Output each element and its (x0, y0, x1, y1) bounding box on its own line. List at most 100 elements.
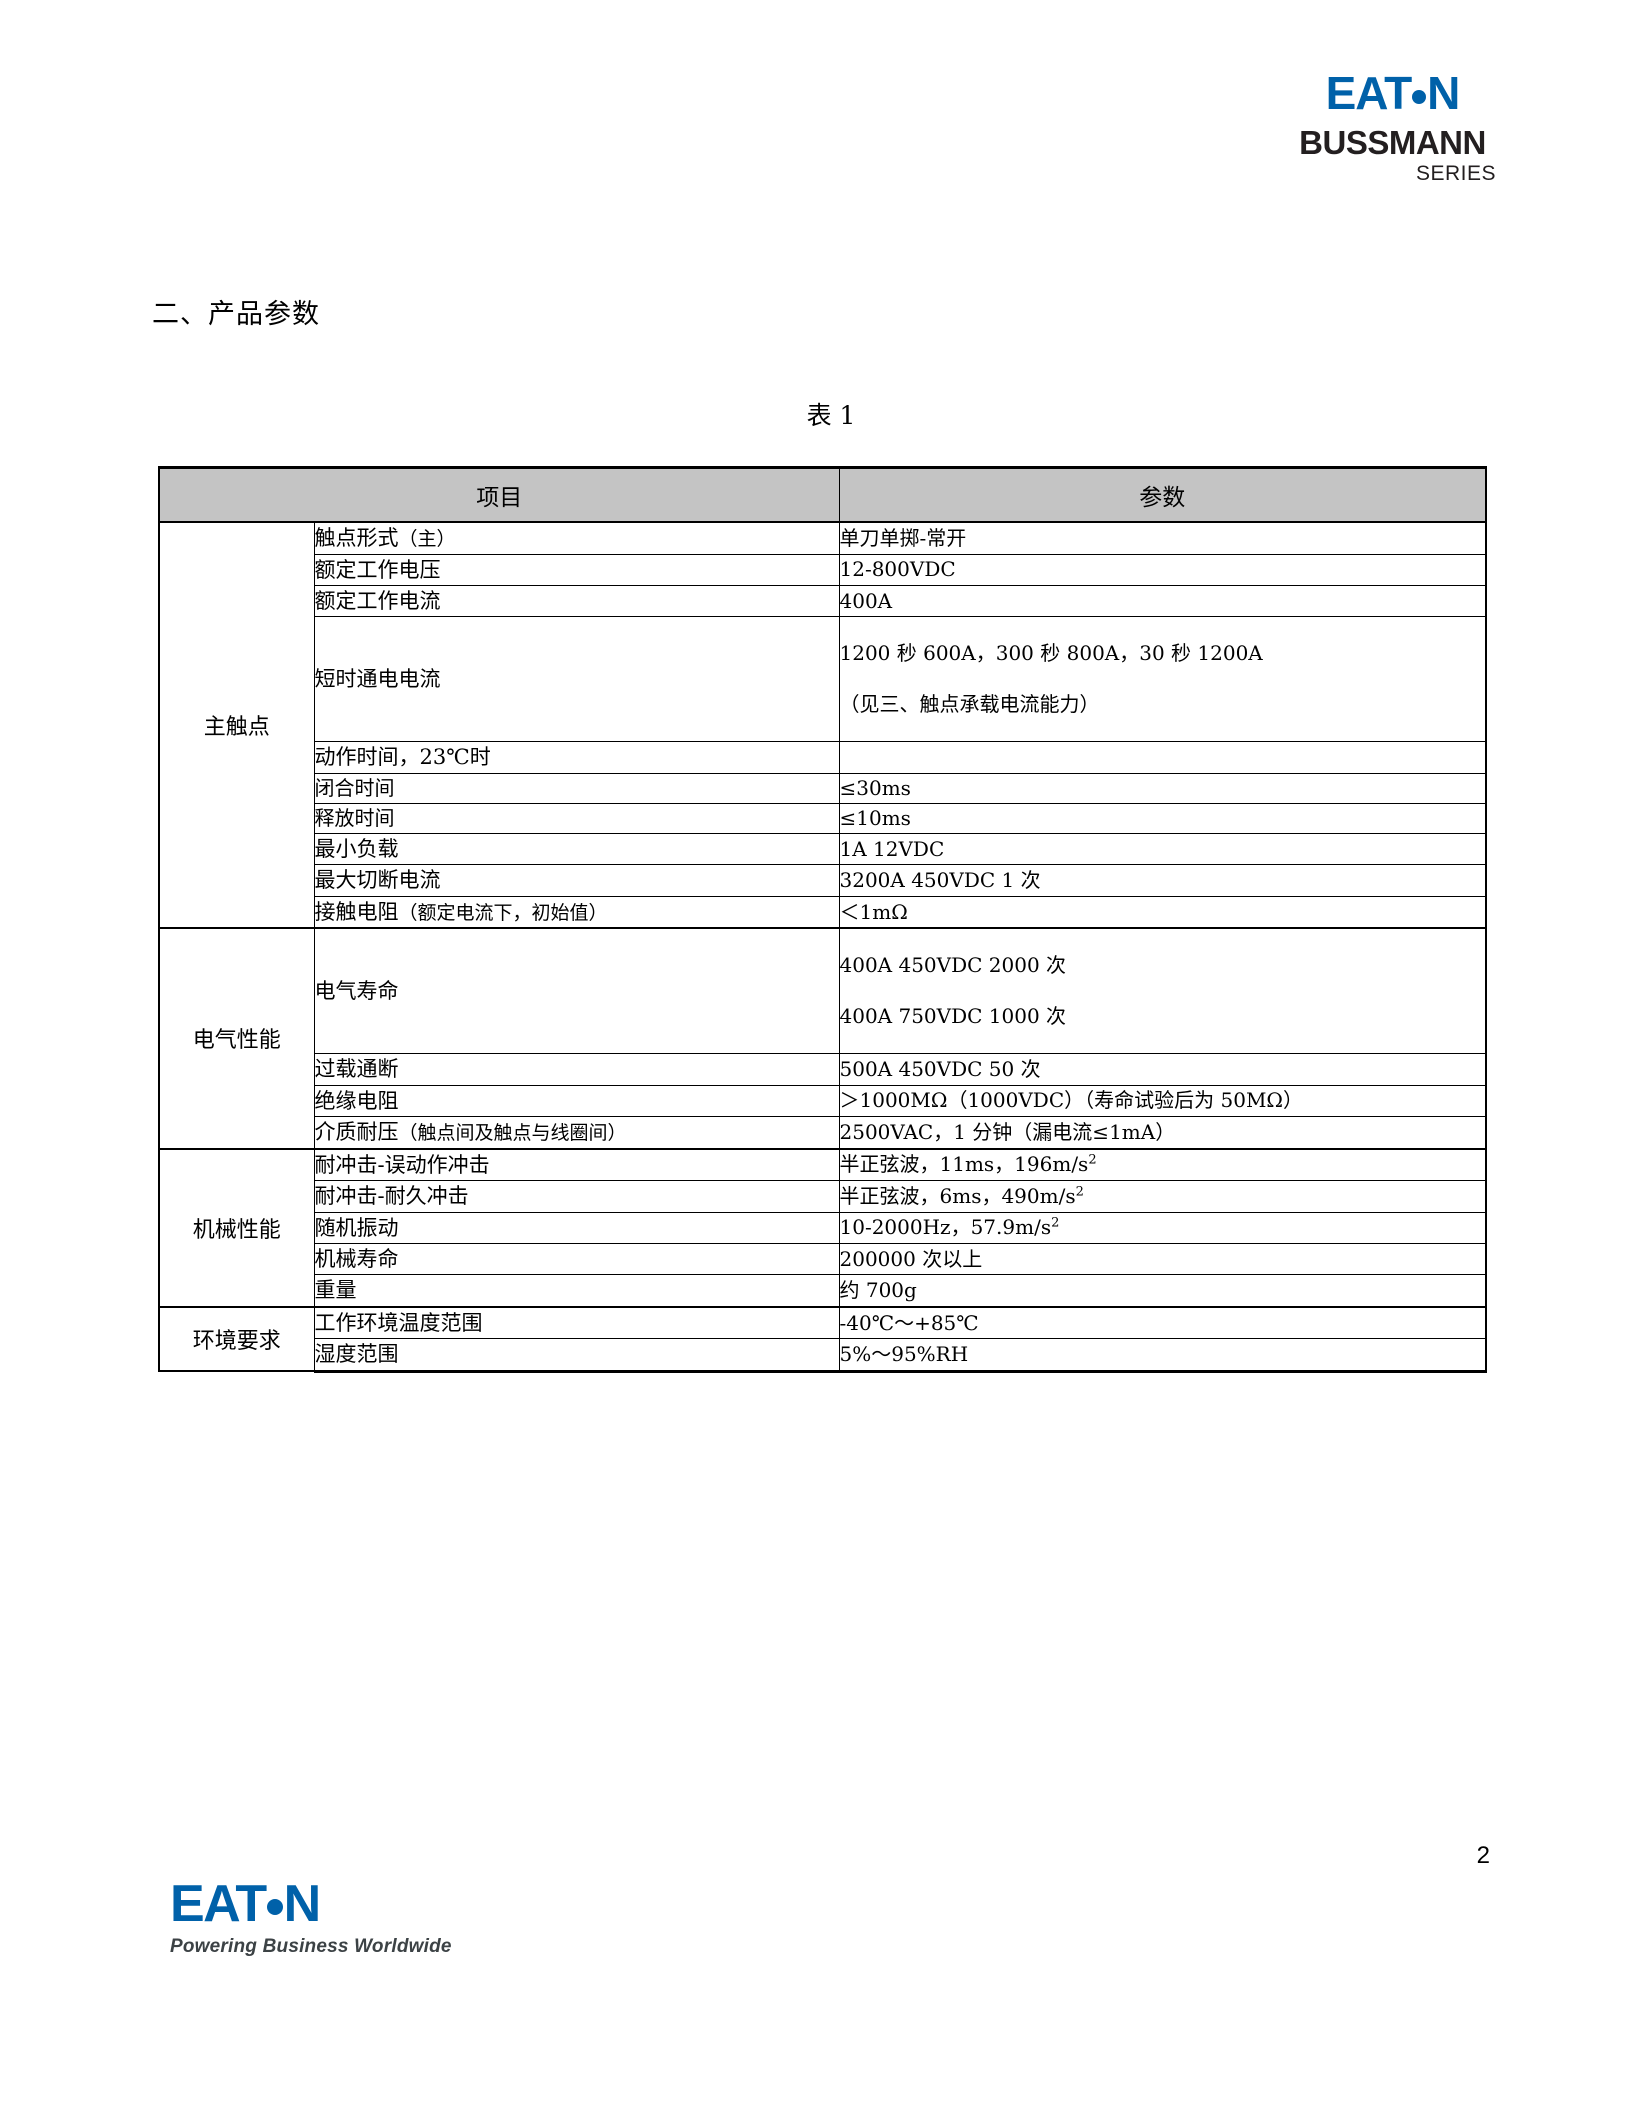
eaton-bussmann-logo: EAT N BUSSMANN SERIES (1285, 70, 1500, 185)
parameter-item-label: 额定工作电压 (313, 553, 840, 586)
parameter-value-line: 半正弦波，6ms，490m/s2 (839, 1183, 1084, 1208)
parameter-value: 10-2000Hz，57.9m/s2 (838, 1211, 1487, 1245)
parameter-value: ≤30ms (838, 772, 1487, 804)
parameter-value-line: 200000 次以上 (839, 1246, 983, 1271)
parameter-value-line: 12-800VDC (839, 557, 956, 582)
parameter-item-label: 过载通断 (313, 1053, 840, 1086)
parameter-item-label: 最小负载 (313, 832, 840, 866)
table-row: 随机振动 10-2000Hz，57.9m/s2 (159, 1211, 1487, 1245)
eaton-footer-logo: EAT N Powering Business Worldwide (170, 1878, 470, 1958)
parameter-item-label: 闭合时间 (313, 772, 840, 804)
parameter-value: -40℃～+85℃ (838, 1305, 1487, 1340)
table-row: 最大切断电流 3200A 450VDC 1 次 (159, 864, 1487, 897)
parameter-value: ＜1mΩ (838, 895, 1487, 929)
parameter-item-label: 随机振动 (313, 1211, 840, 1245)
table-row: 机械性能 耐冲击-误动作冲击 半正弦波，11ms，196m/s2 (158, 1147, 1487, 1308)
row-group-label: 电气性能 (158, 927, 315, 1150)
eaton-footer-letters-pre: EAT (170, 1875, 267, 1933)
parameter-item-label: 短时通电电流 (313, 616, 840, 743)
parameter-value-line: 半正弦波，11ms，196m/s2 (839, 1152, 1097, 1177)
parameter-value-line: 10-2000Hz，57.9m/s2 (839, 1215, 1060, 1240)
parameter-item-label: 释放时间 (313, 802, 840, 834)
parameter-value: ＞1000MΩ（1000VDC）（寿命试验后为 50MΩ） (838, 1084, 1487, 1118)
table-body: 主触点 触点形式（主） 单刀单掷-常开 额定工作电压 12-800VDC 额定工作电流 40… (158, 520, 1487, 1373)
row-group-label: 环境要求 (158, 1305, 315, 1373)
parameter-item-label: 电气寿命 (313, 927, 840, 1055)
section-heading: 二、产品参数 (152, 299, 320, 330)
bussmann-wordmark: BUSSMANN (1299, 124, 1486, 161)
eaton-footer-dot-icon (266, 1899, 283, 1915)
table-row: 释放时间 ≤10ms (159, 802, 1487, 834)
parameter-value-line: 1200 秒 600A，300 秒 800A，30 秒 1200A (839, 641, 1263, 666)
parameter-value-line: 400A 450VDC 2000 次 (839, 953, 1067, 978)
parameter-item-label: 耐冲击-误动作冲击 (313, 1147, 840, 1182)
table-row: 环境要求 工作环境温度范围 -40℃～+85℃ (158, 1305, 1487, 1373)
parameter-item-label: 介质耐压（触点间及触点与线圈间） (313, 1116, 840, 1150)
parameter-value: 400A 450VDC 2000 次 400A 750VDC 1000 次 (838, 927, 1487, 1055)
parameter-value: 400A (838, 584, 1487, 618)
parameter-value-line: 3200A 450VDC 1 次 (839, 868, 1041, 893)
parameter-value-line: 2500VAC，1 分钟（漏电流≤1mA） (839, 1119, 1176, 1144)
parameter-item-note: （额定电流下，初始值） (398, 901, 608, 924)
parameter-item-label: 耐冲击-耐久冲击 (313, 1180, 840, 1213)
parameter-item-label: 额定工作电流 (313, 584, 840, 618)
table-row: 额定工作电流 400A (159, 584, 1487, 618)
parameter-value-line: 约 700g (839, 1278, 917, 1303)
parameter-value-line: ＞1000MΩ（1000VDC）（寿命试验后为 50MΩ） (839, 1088, 1304, 1113)
parameter-value: 200000 次以上 (838, 1243, 1487, 1276)
eaton-letters-post: N (1427, 67, 1460, 119)
table-row: 动作时间，23℃时 (159, 741, 1487, 774)
page-number: 2 (1476, 1842, 1490, 1869)
column-header-item: 项目 (158, 466, 840, 523)
table-row: 绝缘电阻 ＞1000MΩ（1000VDC）（寿命试验后为 50MΩ） (159, 1084, 1487, 1118)
table-row: 过载通断 500A 450VDC 50 次 (159, 1053, 1487, 1086)
row-group-label: 机械性能 (158, 1147, 315, 1308)
parameter-value-line: ≤10ms (839, 805, 911, 830)
parameter-item-note: （主） (398, 528, 456, 550)
parameter-value: 5%～95%RH (838, 1338, 1487, 1373)
column-header-parameter: 参数 (838, 466, 1487, 523)
table-row: 电气性能 电气寿命 400A 450VDC 2000 次 400A 750VDC 10… (158, 927, 1487, 1150)
parameter-item-label: 接触电阻（额定电流下，初始值） (313, 895, 840, 929)
eaton-footer-letters-post: N (283, 1875, 322, 1933)
eaton-wordmark: EAT N (1285, 70, 1500, 116)
parameter-value: 半正弦波，11ms，196m/s2 (838, 1147, 1487, 1182)
parameter-item-label: 最大切断电流 (313, 864, 840, 897)
parameter-item-label: 湿度范围 (313, 1338, 840, 1373)
parameter-value: 半正弦波，6ms，490m/s2 (838, 1180, 1487, 1213)
parameter-value-line: 1A 12VDC (839, 836, 945, 861)
parameter-value (838, 741, 1487, 774)
footer-tagline: Powering Business Worldwide (170, 1936, 452, 1957)
parameter-value-line: （见三、触点承载电流能力） (839, 692, 1100, 717)
parameter-value: 12-800VDC (838, 553, 1487, 586)
parameter-value-line: -40℃～+85℃ (839, 1310, 979, 1335)
parameter-value-line: 5%～95%RH (839, 1342, 969, 1367)
parameter-value-line: 400A (839, 588, 893, 613)
table-row: 重量约 700g (159, 1274, 1487, 1308)
row-group-label: 主触点 (158, 520, 315, 929)
table-row: 耐冲击-耐久冲击 半正弦波，6ms，490m/s2 (159, 1180, 1487, 1213)
table-row: 机械寿命 200000 次以上 (159, 1243, 1487, 1276)
eaton-footer-wordmark: EAT N (170, 1878, 470, 1930)
eaton-dot-icon (1412, 90, 1427, 104)
eaton-letters-pre: EAT (1325, 67, 1413, 119)
parameter-value-line: 500A 450VDC 50 次 (839, 1057, 1041, 1081)
table-row: 短时通电电流 1200 秒 600A，300 秒 800A，30 秒 1200A （… (159, 616, 1487, 743)
parameter-value-line: ＜1mΩ (839, 899, 908, 924)
table-row: 接触电阻（额定电流下，初始值） ＜1mΩ (159, 895, 1487, 929)
parameter-value: 单刀单掷-常开 (838, 520, 1487, 555)
table-header-row: 项目 参数 (158, 466, 1487, 523)
parameter-item-label: 动作时间，23℃时 (313, 741, 840, 774)
parameter-value: ≤10ms (838, 802, 1487, 834)
product-parameters-table: 项目 参数 主触点 触点形式（主） 单刀单掷-常开 额定工作电压 12-800VDC 额定… (158, 466, 1487, 1373)
parameter-item-label: 工作环境温度范围 (313, 1305, 840, 1340)
table-row: 主触点 触点形式（主） 单刀单掷-常开 (158, 520, 1487, 929)
parameter-item-label: 重量 (313, 1274, 840, 1308)
series-wordmark: SERIES (1415, 161, 1496, 185)
parameter-value-line: ≤30ms (839, 775, 911, 800)
parameter-item-label: 机械寿命 (313, 1243, 840, 1276)
parameter-item-label: 绝缘电阻 (313, 1084, 840, 1118)
table-row: 额定工作电压 12-800VDC (159, 553, 1487, 586)
table-row: 湿度范围 5%～95%RH (159, 1338, 1487, 1373)
